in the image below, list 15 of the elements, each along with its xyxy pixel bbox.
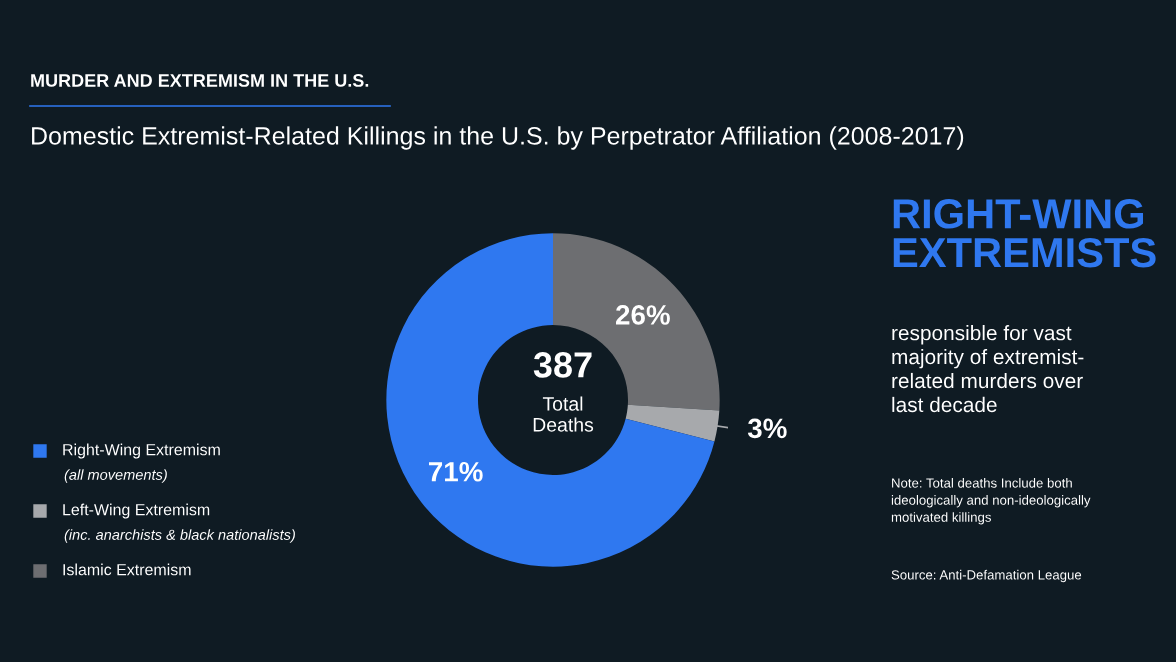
legend-label: Left-Wing Extremism (inc. anarchists & black nationalists) [63, 503, 295, 543]
legend-label: Islamic Extremism [63, 563, 191, 576]
chart-title: MURDER AND EXTREMISM IN THE U.S. [31, 74, 369, 87]
data-label: 71% [429, 461, 483, 482]
text: responsible for vast majority of extremist- related murders over last decade [892, 325, 1084, 413]
source-note: Source: Anti-Defamation League [891, 569, 1082, 583]
donut-slice [386, 233, 715, 567]
text: Note: Total deaths Include both ideologically and non-ideologically motivated killings [891, 478, 1091, 525]
data-label: 3% [747, 418, 787, 439]
legend-label: Right-Wing Extremism (all movements) [63, 443, 220, 483]
text: RIGHT-WING EXTREMISTS [893, 199, 1156, 268]
chart-subtitle: Domestic Extremist-Related Killings in the U.S. by Perpetrator Affiliation (2008-2017) [32, 126, 964, 150]
text: 387 [533, 352, 592, 378]
text: Total Deaths [533, 396, 594, 432]
data-label: 26% [616, 305, 670, 325]
